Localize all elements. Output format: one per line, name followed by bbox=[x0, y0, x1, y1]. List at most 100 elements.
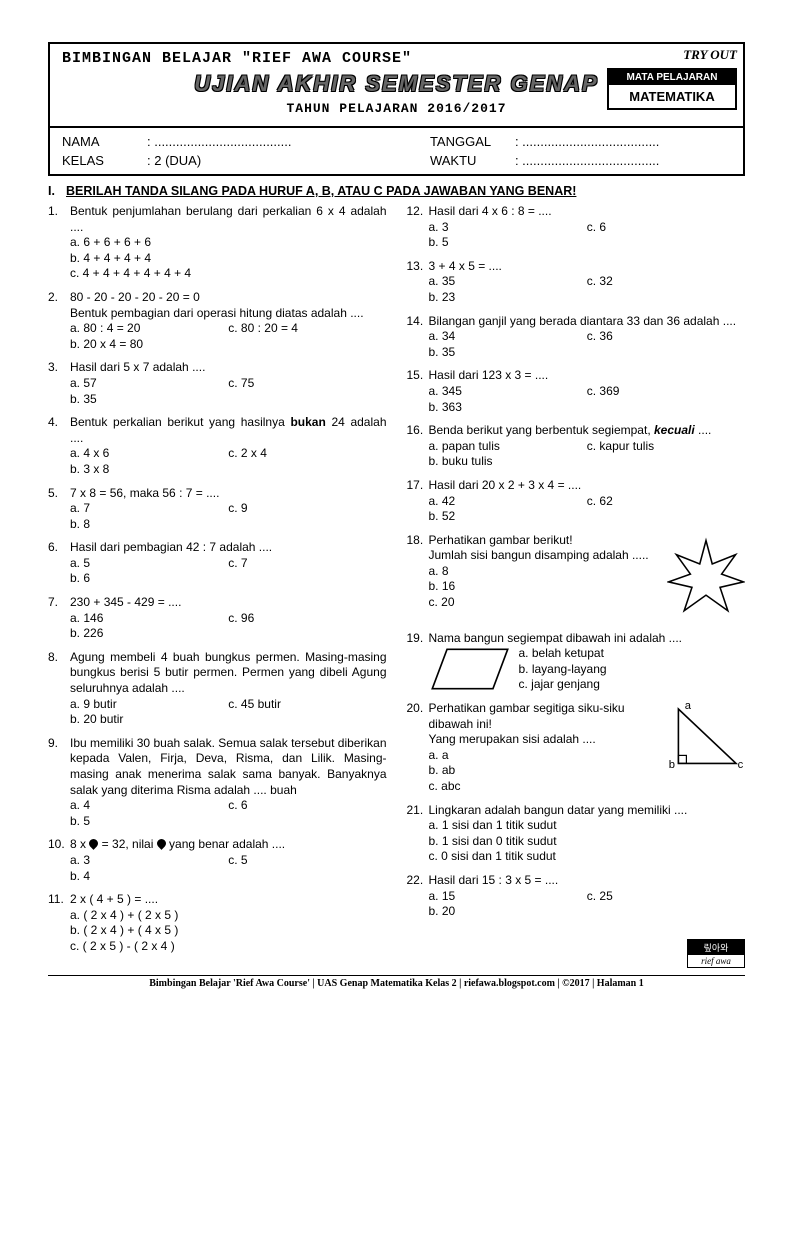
option: b. 5 bbox=[70, 814, 228, 830]
kelas-label: KELAS bbox=[62, 153, 147, 168]
option: a. 15 bbox=[429, 889, 587, 905]
option: c. 6 bbox=[228, 798, 386, 814]
question-number: 5. bbox=[48, 486, 70, 533]
option-row: b. 363 bbox=[429, 400, 746, 416]
option: a. 345 bbox=[429, 384, 587, 400]
option: c. 36 bbox=[587, 329, 745, 345]
option: a. 80 : 4 = 20 bbox=[70, 321, 228, 337]
question-number: 15. bbox=[407, 368, 429, 415]
question-text: Agung membeli 4 buah bungkus permen. Mas… bbox=[70, 650, 387, 697]
option-row: b. 6 bbox=[70, 571, 387, 587]
question-body: 2 x ( 4 + 5 ) = ....a. ( 2 x 4 ) + ( 2 x… bbox=[70, 892, 387, 954]
subject-name: MATEMATIKA bbox=[609, 85, 735, 108]
option-row: a. 57c. 75 bbox=[70, 376, 387, 392]
option: a. 35 bbox=[429, 274, 587, 290]
option: b. 20 x 4 = 80 bbox=[70, 337, 228, 353]
option: a. 4 x 6 bbox=[70, 446, 228, 462]
question-body: Agung membeli 4 buah bungkus permen. Mas… bbox=[70, 650, 387, 728]
question-body: Bentuk perkalian berikut yang hasilnya b… bbox=[70, 415, 387, 477]
option-row: a. 4 x 6c. 2 x 4 bbox=[70, 446, 387, 462]
option: a. 146 bbox=[70, 611, 228, 627]
option bbox=[228, 337, 386, 353]
option: c. 0 sisi dan 1 titik sudut bbox=[429, 849, 746, 865]
question-number: 12. bbox=[407, 204, 429, 251]
question-item: 18.Perhatikan gambar berikut!Jumlah sisi… bbox=[407, 533, 746, 623]
question-number: 8. bbox=[48, 650, 70, 728]
question-item: 22.Hasil dari 15 : 3 x 5 = ....a. 15c. 2… bbox=[407, 873, 746, 920]
question-item: 4.Bentuk perkalian berikut yang hasilnya… bbox=[48, 415, 387, 477]
option-row: a. 15c. 25 bbox=[429, 889, 746, 905]
option: a. 9 butir bbox=[70, 697, 228, 713]
option: b. ( 2 x 4 ) + ( 4 x 5 ) bbox=[70, 923, 387, 939]
question-text: Hasil dari 5 x 7 adalah .... bbox=[70, 360, 387, 376]
kelas-value: : 2 (DUA) bbox=[147, 153, 430, 168]
question-item: 16.Benda berikut yang berbentuk segiempa… bbox=[407, 423, 746, 470]
option: b. 3 x 8 bbox=[70, 462, 228, 478]
option bbox=[587, 509, 745, 525]
question-number: 1. bbox=[48, 204, 70, 282]
brand-line: BIMBINGAN BELAJAR "RIEF AWA COURSE" bbox=[62, 50, 731, 67]
option-row: a. 345c. 369 bbox=[429, 384, 746, 400]
question-item: 12.Hasil dari 4 x 6 : 8 = ....a. 3c. 6b.… bbox=[407, 204, 746, 251]
question-number: 11. bbox=[48, 892, 70, 954]
option: a. 4 bbox=[70, 798, 228, 814]
question-text: Benda berikut yang berbentuk segiempat, … bbox=[429, 423, 746, 439]
question-body: Hasil dari 20 x 2 + 3 x 4 = ....a. 42c. … bbox=[429, 478, 746, 525]
option-row: a. 4c. 6 bbox=[70, 798, 387, 814]
option: b. 20 butir bbox=[70, 712, 228, 728]
option bbox=[587, 454, 745, 470]
question-number: 17. bbox=[407, 478, 429, 525]
option: c. 62 bbox=[587, 494, 745, 510]
question-body: Bentuk penjumlahan berulang dari perkali… bbox=[70, 204, 387, 282]
option: b. 35 bbox=[429, 345, 587, 361]
option: c. 5 bbox=[228, 853, 386, 869]
question-text: 3 + 4 x 5 = .... bbox=[429, 259, 746, 275]
question-text: Lingkaran adalah bangun datar yang memil… bbox=[429, 803, 746, 819]
question-text: 2 x ( 4 + 5 ) = .... bbox=[70, 892, 387, 908]
question-item: 3.Hasil dari 5 x 7 adalah ....a. 57c. 75… bbox=[48, 360, 387, 407]
option-row: b. 52 bbox=[429, 509, 746, 525]
option bbox=[587, 235, 745, 251]
option: a. 3 bbox=[70, 853, 228, 869]
option: c. 2 x 4 bbox=[228, 446, 386, 462]
option bbox=[228, 571, 386, 587]
option-row: a. 7c. 9 bbox=[70, 501, 387, 517]
option-row: a. 146c. 96 bbox=[70, 611, 387, 627]
question-body: Hasil dari 123 x 3 = ....a. 345c. 369b. … bbox=[429, 368, 746, 415]
question-item: 14.Bilangan ganjil yang berada diantara … bbox=[407, 314, 746, 361]
question-body: 80 - 20 - 20 - 20 - 20 = 0Bentuk pembagi… bbox=[70, 290, 387, 352]
option-row: a. 3c. 6 bbox=[429, 220, 746, 236]
question-number: 9. bbox=[48, 736, 70, 830]
option: a. 7 bbox=[70, 501, 228, 517]
question-number: 16. bbox=[407, 423, 429, 470]
parallelogram-icon bbox=[429, 646, 511, 692]
option-row: b. 20 butir bbox=[70, 712, 387, 728]
question-body: 230 + 345 - 429 = ....a. 146c. 96b. 226 bbox=[70, 595, 387, 642]
question-text: Hasil dari 4 x 6 : 8 = .... bbox=[429, 204, 746, 220]
question-item: 21.Lingkaran adalah bangun datar yang me… bbox=[407, 803, 746, 865]
question-body: Hasil dari 5 x 7 adalah ....a. 57c. 75b.… bbox=[70, 360, 387, 407]
question-body: Hasil dari 4 x 6 : 8 = ....a. 3c. 6b. 5 bbox=[429, 204, 746, 251]
option: c. kapur tulis bbox=[587, 439, 745, 455]
question-item: 7.230 + 345 - 429 = ....a. 146c. 96b. 22… bbox=[48, 595, 387, 642]
option-row: a. 35c. 32 bbox=[429, 274, 746, 290]
option: c. ( 2 x 5 ) - ( 2 x 4 ) bbox=[70, 939, 387, 955]
option bbox=[587, 345, 745, 361]
question-item: 19.Nama bangun segiempat dibawah ini ada… bbox=[407, 631, 746, 693]
option: b. 226 bbox=[70, 626, 228, 642]
option: c. 75 bbox=[228, 376, 386, 392]
left-column: 1.Bentuk penjumlahan berulang dari perka… bbox=[48, 204, 387, 963]
option bbox=[228, 869, 386, 885]
question-number: 10. bbox=[48, 837, 70, 884]
question-text: 230 + 345 - 429 = .... bbox=[70, 595, 387, 611]
option-row: b. 23 bbox=[429, 290, 746, 306]
option bbox=[228, 392, 386, 408]
option: a. ( 2 x 4 ) + ( 2 x 5 ) bbox=[70, 908, 387, 924]
option-row: b. 5 bbox=[70, 814, 387, 830]
option: b. 4 + 4 + 4 + 4 bbox=[70, 251, 387, 267]
question-item: 17.Hasil dari 20 x 2 + 3 x 4 = ....a. 42… bbox=[407, 478, 746, 525]
option-row: b. 20 x 4 = 80 bbox=[70, 337, 387, 353]
question-body: Benda berikut yang berbentuk segiempat, … bbox=[429, 423, 746, 470]
option-row: a. 3c. 5 bbox=[70, 853, 387, 869]
option-row: b. 8 bbox=[70, 517, 387, 533]
